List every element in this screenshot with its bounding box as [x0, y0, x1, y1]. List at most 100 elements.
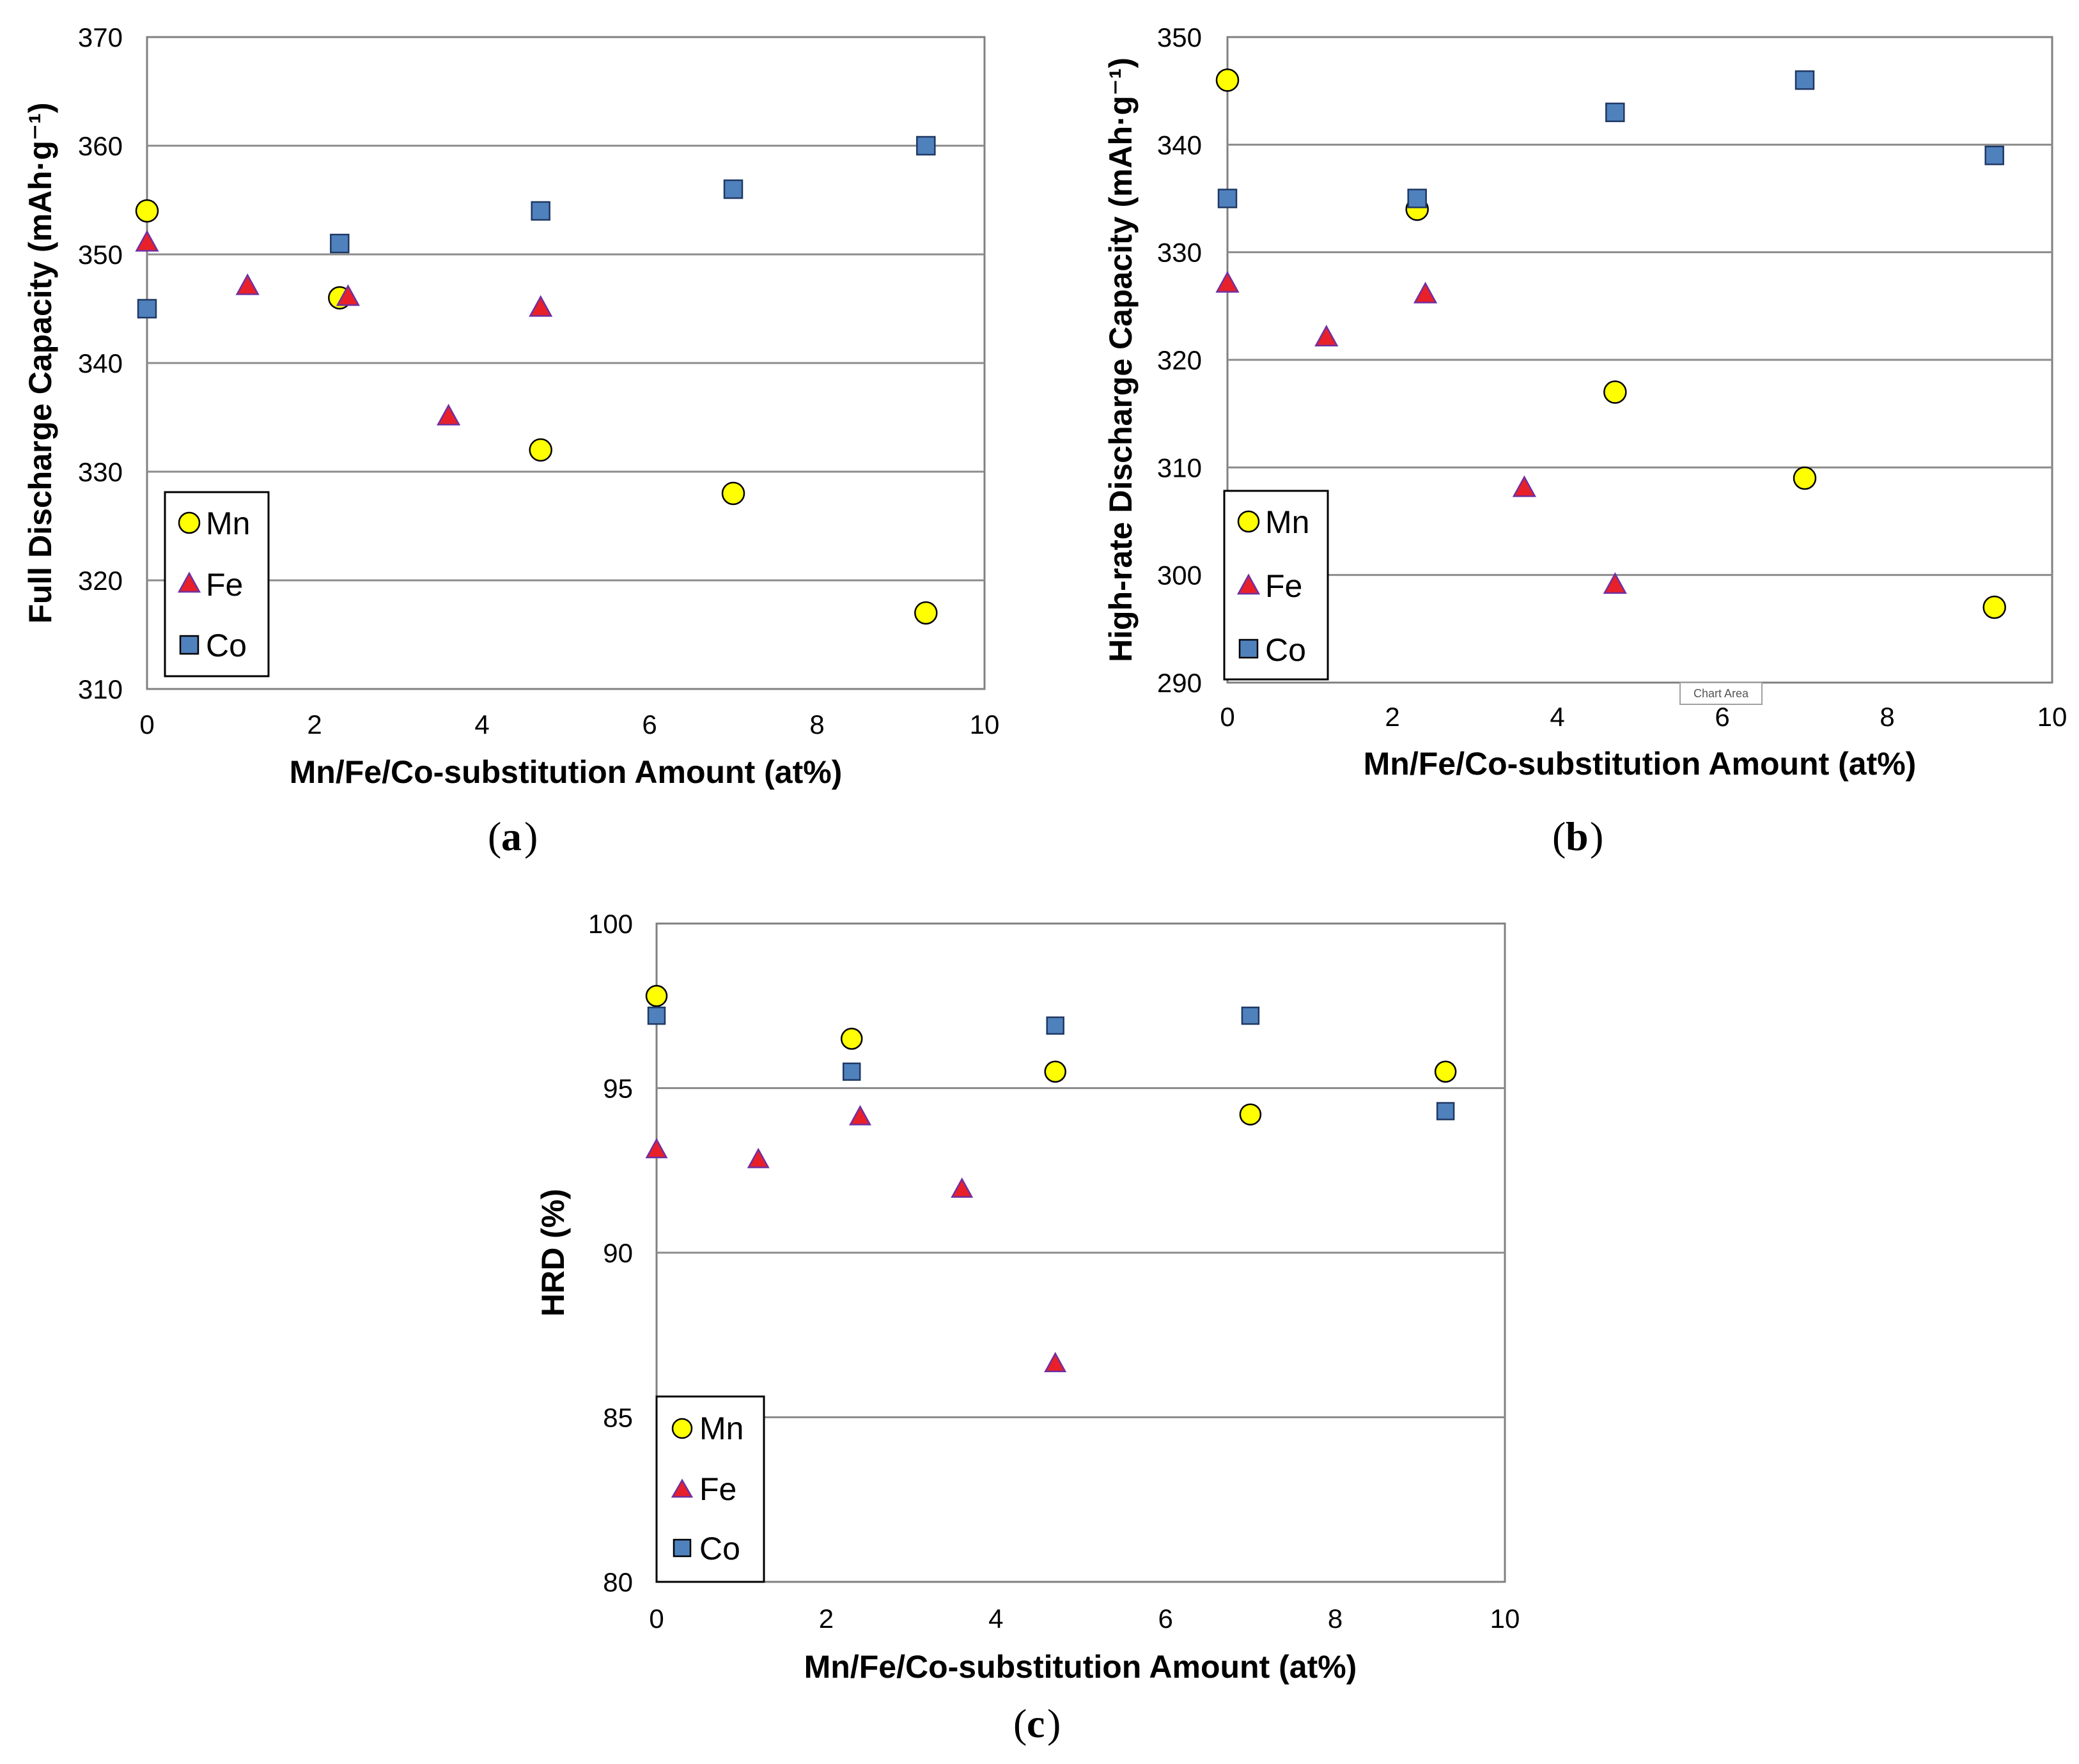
data-point-fe — [436, 403, 461, 426]
panel-c-caption: ( c ) — [1013, 1701, 1061, 1746]
caption-open-paren: ( — [488, 814, 501, 859]
data-point-co — [137, 298, 157, 319]
x-tick-label: 0 — [649, 1604, 664, 1634]
legend-square-marker — [179, 635, 199, 655]
y-tick-label: 330 — [1157, 238, 1202, 268]
data-point-fe — [1314, 325, 1339, 346]
legend-entry-mn: Mn — [671, 1411, 744, 1446]
data-point-mn — [914, 601, 938, 625]
data-point-mn — [1603, 380, 1627, 404]
legend-label-co: Co — [699, 1531, 740, 1567]
legend-label-mn: Mn — [1265, 504, 1309, 540]
panel-c-gridlines — [657, 1087, 1505, 1418]
legend-triangle-marker — [671, 1478, 694, 1498]
data-point-mn — [529, 438, 552, 462]
y-tick-label: 85 — [603, 1403, 633, 1433]
panel-b-gridlines — [1227, 143, 2052, 576]
data-point-co — [647, 1006, 666, 1025]
data-point-co — [842, 1062, 861, 1081]
data-point-mn — [1044, 1060, 1066, 1083]
caption-letter-b: b — [1566, 814, 1589, 859]
panel-a-chart: 310 320 330 340 350 360 370 0 2 4 6 8 10 Full Disch… — [22, 22, 999, 859]
y-tick-label: 290 — [1157, 668, 1202, 698]
panel-b-legend: Mn Fe Co — [1223, 490, 1329, 681]
data-point-fe — [1044, 1352, 1067, 1372]
legend-entry-co: Co — [1238, 632, 1306, 668]
x-tick-label: 10 — [2037, 702, 2067, 732]
data-point-fe — [1413, 281, 1438, 304]
legend-entry-co: Co — [179, 628, 247, 663]
caption-open-paren: ( — [1013, 1701, 1027, 1746]
data-point-mn — [1215, 68, 1240, 92]
x-tick-label: 4 — [988, 1604, 1003, 1634]
y-tick-label: 310 — [78, 674, 123, 704]
x-tick-label: 2 — [307, 709, 322, 739]
panel-a-legend: Mn Fe Co — [164, 491, 270, 677]
y-tick-label: 350 — [78, 240, 123, 270]
chart-area-tooltip: Chart Area — [1679, 682, 1763, 705]
legend-circle-marker — [178, 511, 201, 534]
panel-c-chart: 80 85 90 95 100 0 2 4 6 8 10 HRD (%) Mn/Fe/Co-sub… — [535, 909, 1520, 1746]
legend-label-fe: Fe — [699, 1471, 736, 1507]
legend-entry-fe: Fe — [671, 1471, 736, 1507]
data-point-co — [1241, 1006, 1260, 1025]
y-tick-label: 320 — [1157, 345, 1202, 375]
legend-triangle-marker — [1236, 573, 1261, 595]
panel-b-x-axis-label: Mn/Fe/Co-substitution Amount (at%) — [1364, 746, 1917, 782]
panel-a-caption: ( a ) — [488, 814, 538, 859]
x-tick-label: 2 — [1385, 702, 1399, 732]
panel-a-y-axis-label: Full Discharge Capacity (mAh·g⁻¹) — [22, 102, 58, 623]
data-point-fe — [336, 284, 361, 306]
data-point-fe — [1512, 475, 1537, 497]
legend-triangle-marker — [177, 571, 201, 593]
panel-b-caption: ( b ) — [1552, 814, 1603, 859]
x-tick-label: 10 — [1490, 1604, 1520, 1634]
data-point-mn — [1793, 466, 1817, 490]
y-tick-label: 360 — [78, 131, 123, 161]
x-tick-label: 0 — [139, 709, 154, 739]
x-tick-label: 8 — [1880, 702, 1894, 732]
x-tick-label: 2 — [819, 1604, 834, 1634]
data-point-co — [723, 179, 744, 199]
legend-circle-marker — [671, 1418, 693, 1439]
y-tick-label: 90 — [603, 1238, 633, 1268]
caption-close-paren: ) — [1047, 1701, 1061, 1746]
data-point-co — [531, 201, 550, 221]
x-tick-label: 0 — [1220, 702, 1234, 732]
x-tick-label: 4 — [1550, 702, 1564, 732]
data-point-co — [1605, 102, 1625, 123]
data-point-mn — [135, 199, 159, 223]
x-tick-label: 6 — [1158, 1604, 1173, 1634]
y-tick-label: 340 — [78, 348, 123, 378]
data-point-fe — [645, 1138, 668, 1159]
caption-open-paren: ( — [1552, 814, 1566, 859]
panel-b-y-axis-label: High-rate Discharge Capacity (mAh·g⁻¹) — [1103, 58, 1139, 662]
data-point-fe — [1603, 572, 1627, 594]
legend-label-co: Co — [1265, 632, 1306, 668]
legend-label-mn: Mn — [206, 506, 250, 541]
data-point-fe — [1215, 270, 1240, 293]
legend-circle-marker — [1237, 510, 1260, 533]
panel-a-x-axis-label: Mn/Fe/Co-substitution Amount (at%) — [290, 754, 843, 790]
panel-c-x-ticks: 0 2 4 6 8 10 — [649, 1604, 1520, 1634]
data-point-mn — [1982, 595, 2006, 619]
legend-entry-fe: Fe — [177, 567, 243, 603]
y-tick-label: 80 — [603, 1567, 633, 1597]
panel-a-data-points — [135, 135, 938, 625]
panel-c-data-points — [645, 985, 1457, 1372]
data-point-mn — [1434, 1060, 1457, 1083]
legend-entry-fe: Fe — [1236, 568, 1302, 604]
data-point-co — [1046, 1016, 1064, 1035]
x-tick-label: 6 — [642, 709, 657, 739]
legend-square-marker — [1238, 638, 1259, 659]
data-point-co — [1984, 145, 2004, 166]
data-point-fe — [529, 295, 553, 317]
x-tick-label: 8 — [809, 709, 824, 739]
x-tick-label: 6 — [1715, 702, 1729, 732]
legend-label-mn: Mn — [699, 1411, 744, 1446]
data-point-co — [330, 233, 350, 254]
legend-label-fe: Fe — [1265, 568, 1302, 604]
data-point-co — [1407, 189, 1427, 208]
y-tick-label: 330 — [78, 457, 123, 487]
